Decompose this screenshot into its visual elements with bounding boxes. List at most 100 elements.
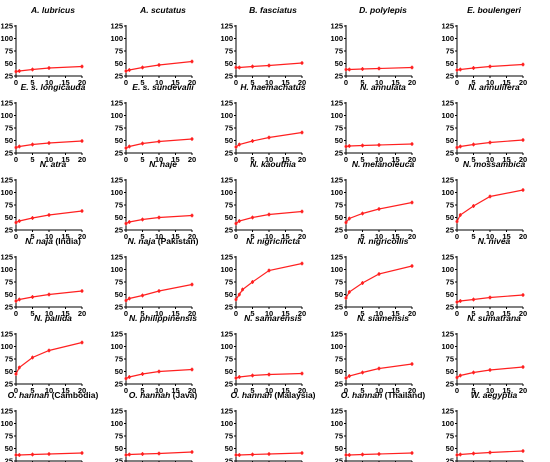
x-tick-label: 20 <box>188 309 196 318</box>
y-tick-label: 25 <box>225 457 233 462</box>
y-tick-label: 25 <box>5 226 13 235</box>
y-tick-label: 75 <box>335 47 343 56</box>
panel-title-species: A. scutatus <box>139 5 186 15</box>
y-tick-label: 125 <box>330 330 343 339</box>
y-tick-label: 125 <box>441 22 454 31</box>
y-tick-label: 125 <box>441 330 454 339</box>
data-point <box>157 370 161 373</box>
panel-5: E. s. longicauda 25 50 75 100 125 0 5 10 15 20 <box>0 82 86 164</box>
panel-title: N. sumatrana <box>467 313 521 323</box>
data-point <box>410 142 414 146</box>
data-point <box>234 376 238 380</box>
data-point <box>521 293 525 297</box>
y-tick-label: 25 <box>115 72 123 81</box>
y-tick-label: 75 <box>225 432 233 441</box>
x-tick-label: 15 <box>61 155 69 164</box>
y-tick-label: 50 <box>335 213 343 222</box>
y-tick-label: 100 <box>110 188 123 197</box>
data-point <box>157 452 161 455</box>
data-point <box>267 136 271 139</box>
panel-title-species: N. sumatrana <box>467 313 521 323</box>
y-tick-label: 100 <box>110 342 123 351</box>
data-point <box>488 65 492 68</box>
y-tick-label: 100 <box>441 188 454 197</box>
y-tick-label: 100 <box>220 419 233 428</box>
panel-title: B. fasciatus <box>249 5 297 15</box>
y-tick-label: 125 <box>330 176 343 185</box>
x-tick-label: 20 <box>298 309 306 318</box>
data-point <box>14 221 18 224</box>
data-point <box>17 366 21 369</box>
panel-title-species: N. nivea <box>478 236 511 246</box>
data-point <box>17 219 21 223</box>
data-point <box>455 68 459 72</box>
data-point <box>300 451 304 455</box>
y-tick-label: 100 <box>0 188 13 197</box>
data-point <box>127 220 131 224</box>
y-tick-label: 50 <box>5 367 13 376</box>
x-tick-label: 15 <box>391 309 399 318</box>
y-tick-label: 125 <box>110 253 123 262</box>
y-tick-label: 25 <box>115 149 123 158</box>
panel-18: N. nigricollis 25 50 75 100 125 0 5 10 15 20 <box>330 236 416 318</box>
y-tick-label: 100 <box>441 34 454 43</box>
y-tick-label: 50 <box>5 290 13 299</box>
y-tick-label: 100 <box>441 342 454 351</box>
panel-title: O. hannah (Cambodia) <box>8 390 99 400</box>
data-point <box>190 214 194 217</box>
x-tick-label: 10 <box>486 78 494 87</box>
y-tick-label: 25 <box>225 226 233 235</box>
panel-title-species: N. naja <box>25 236 53 246</box>
y-tick-label: 125 <box>0 407 13 416</box>
y-tick-label: 125 <box>330 253 343 262</box>
y-tick-label: 100 <box>220 342 233 351</box>
x-tick-label: 5 <box>471 78 475 87</box>
data-point <box>488 368 492 372</box>
panel-title-suffix: (India) <box>53 236 81 246</box>
y-tick-label: 50 <box>446 367 454 376</box>
y-tick-label: 125 <box>441 253 454 262</box>
y-tick-label: 50 <box>225 367 233 376</box>
x-tick-label: 20 <box>408 386 416 395</box>
data-point <box>17 145 21 148</box>
panel-title: E. s. sundevalii <box>132 82 194 92</box>
data-point <box>472 66 475 70</box>
x-tick-label: 20 <box>408 309 416 318</box>
y-tick-label: 50 <box>225 59 233 68</box>
data-point <box>377 67 381 70</box>
data-point <box>361 67 364 71</box>
panel-title: N. philippinensis <box>129 313 197 323</box>
panel-20: N. pallida 25 50 75 100 125 0 5 10 15 20 <box>0 313 86 395</box>
y-tick-label: 125 <box>0 330 13 339</box>
y-tick-label: 25 <box>335 226 343 235</box>
x-tick-label: 10 <box>486 386 494 395</box>
x-tick-label: 5 <box>471 155 475 164</box>
y-tick-label: 50 <box>225 290 233 299</box>
y-tick-label: 75 <box>225 201 233 210</box>
data-point <box>234 298 238 301</box>
y-tick-label: 25 <box>225 303 233 312</box>
y-tick-label: 25 <box>446 457 454 462</box>
y-tick-label: 100 <box>220 34 233 43</box>
x-tick-label: 15 <box>61 386 69 395</box>
y-tick-label: 50 <box>115 213 123 222</box>
panel-29: W. aegyptia25507510012505101520 <box>441 390 525 462</box>
panel-17: N. nigricincta 25 50 75 100 125 0 5 10 15 20 <box>220 236 306 318</box>
data-point <box>14 70 18 73</box>
panel-9: N. annulifera 25 50 75 100 125 0 5 10 15 20 <box>441 82 527 164</box>
x-tick-label: 10 <box>265 78 273 87</box>
y-tick-label: 75 <box>115 432 123 441</box>
x-tick-label: 0 <box>344 232 348 241</box>
panel-title: A. lubricus <box>30 5 75 15</box>
x-tick-label: 20 <box>298 386 306 395</box>
data-point <box>237 143 241 146</box>
data-point <box>47 349 51 352</box>
panel-title: N. pallida <box>34 313 72 323</box>
x-tick-label: 15 <box>171 78 179 87</box>
panel-title: N. kaouthia <box>250 159 296 169</box>
panel-title-species: A. lubricus <box>30 5 75 15</box>
panel-title-species: N. annulata <box>360 82 406 92</box>
y-tick-label: 50 <box>115 290 123 299</box>
y-tick-label: 50 <box>115 367 123 376</box>
panel-title-species: O. hannah <box>230 390 272 400</box>
